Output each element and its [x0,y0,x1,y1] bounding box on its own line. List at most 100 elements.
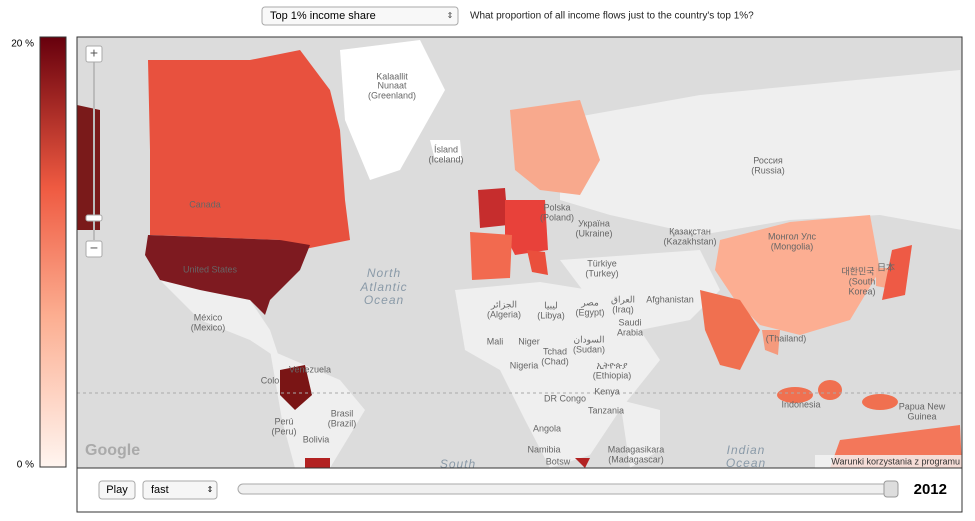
map-label: Ocean [364,293,404,307]
colombia [280,365,312,410]
map-label: ኢትዮጵያ [596,360,628,370]
map-label: (Turkey) [585,268,618,278]
select-arrow: ⇕ [447,11,454,20]
year: 2012 [914,481,947,498]
question: What proportion of all income flows just… [470,11,754,22]
map-label: (Mexico) [191,322,226,332]
play-button[interactable] [98,480,136,500]
legend-scale [39,36,67,468]
speed-select[interactable] [142,480,218,500]
canada [148,50,350,250]
thailand [762,330,780,355]
zoom-in-button[interactable] [85,45,103,63]
map-label: (Algeria) [487,309,521,319]
speed-text[interactable]: fast [151,484,169,496]
map-label: Niger [518,336,540,346]
map-label: (Thailand) [766,333,807,343]
map-label: Perú [274,416,293,426]
map-label: Kalaallit [376,71,408,81]
indicator-text: Top 1% income share [270,10,376,22]
map-label: Korea) [848,286,875,296]
map-label: United States [183,264,238,274]
map-label: (South [849,276,876,286]
map-label: العراق [611,294,635,305]
map-label: Botsw [546,456,571,466]
map-label: Guinea [907,411,936,421]
map-label: Mali [487,336,504,346]
map-label: Ísland [434,144,458,154]
iberia [470,232,512,280]
zoom-out-button[interactable] [85,240,103,258]
map-label: Afghanistan [646,294,694,304]
legend-max: 20 % [11,39,34,50]
year-thumb[interactable] [883,480,899,498]
italy [527,250,548,275]
map-label: (Egypt) [575,307,604,317]
map-label: Saudi [618,317,641,327]
uk [478,188,508,228]
united-states [145,235,310,315]
map-label: (Brazil) [328,418,357,428]
map-label: Madagasikara [608,444,665,454]
korea [876,268,888,288]
map-label: Namibia [527,444,560,454]
map-label: Tchad [543,346,567,356]
indonesia [777,380,898,410]
terms[interactable]: Warunki korzystania z programu [831,456,960,466]
map-label: (Russia) [751,165,785,175]
map-label: الجزائر [490,299,517,310]
map-label: (Mongolia) [771,241,814,251]
map-label: Nunaat [377,80,407,90]
legend-min: 0 % [17,460,34,471]
china [715,215,880,335]
map-label: مصر [580,297,599,308]
japan [882,245,912,300]
map-label: 日本 [877,261,895,272]
map-label: (Iceland) [428,154,463,164]
terms-bg [815,455,962,468]
map-label: Polska [543,202,570,212]
map-label: Indonesia [781,399,820,409]
play-text[interactable]: Play [106,484,128,496]
map-label: Монгол Улс [768,231,817,241]
map-label: Nigeria [510,360,539,370]
central-europe [505,200,548,255]
map-label: السودان [573,334,604,345]
map-label: Brasil [331,408,354,418]
year-slider[interactable] [237,483,899,495]
map-label: (Greenland) [368,90,416,100]
map-label: South [440,457,476,471]
attribution: Google [85,442,140,459]
india [700,290,760,370]
map-label: ليبيا [544,300,558,310]
zoom-handle[interactable] [85,214,103,222]
map-label: North [367,266,401,280]
map-label: Қазақстан [669,226,711,236]
map-label: (Madagascar) [608,454,664,464]
south-africa-bit [575,458,590,468]
zoom-in[interactable]: + [90,45,98,61]
map-label: (Peru) [271,426,296,436]
map-label: Canada [189,199,221,209]
map-label: Россия [753,155,783,165]
map-label: Tanzania [588,405,624,415]
map-label: (Sudan) [573,344,605,354]
map-label: Indian [727,443,766,457]
map-label: Arabia [617,327,643,337]
map-label: Ocean [726,456,766,470]
map-label: (Ukraine) [575,228,612,238]
map-label: Türkiye [587,258,617,268]
map-label: Papua New [899,401,946,411]
map-label: Україна [578,218,610,228]
indicator-select[interactable] [261,6,459,26]
scandinavia [510,100,600,195]
map-label: DR Congo [544,393,586,403]
map-label: (Iraq) [612,304,634,314]
south-america-bit [305,458,330,468]
map-label: (Kazakhstan) [663,236,716,246]
zoom-out[interactable]: − [90,240,98,256]
map-label: (Chad) [541,356,569,366]
